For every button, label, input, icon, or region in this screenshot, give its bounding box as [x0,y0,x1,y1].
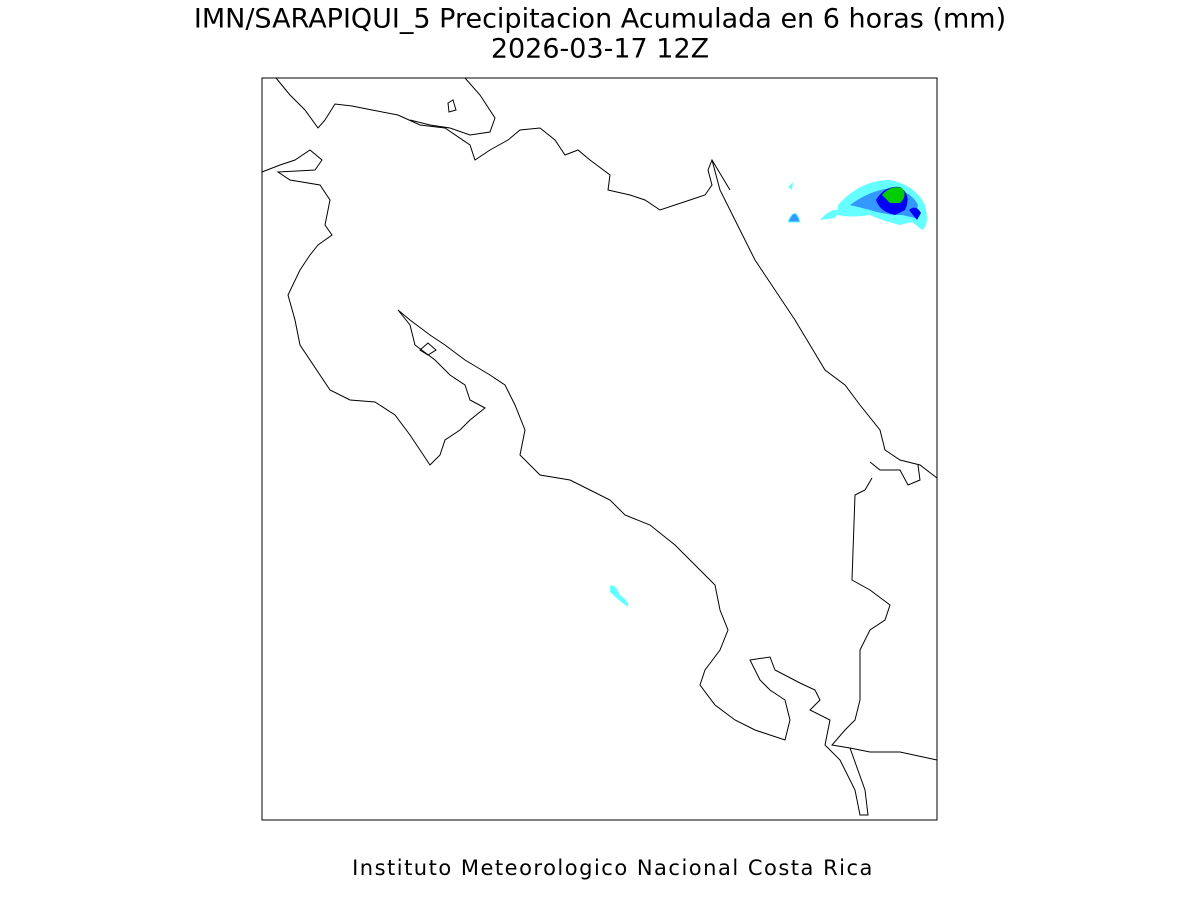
subtitle: 2026-03-17 12Z [491,34,709,65]
coastlines [261,77,938,816]
map-frame [261,77,938,821]
precipitation [610,180,927,607]
title: IMN/SARAPIQUI_5 Precipitacion Acumulada … [194,4,1006,35]
footer: Instituto Meteorologico Nacional Costa R… [352,856,874,880]
